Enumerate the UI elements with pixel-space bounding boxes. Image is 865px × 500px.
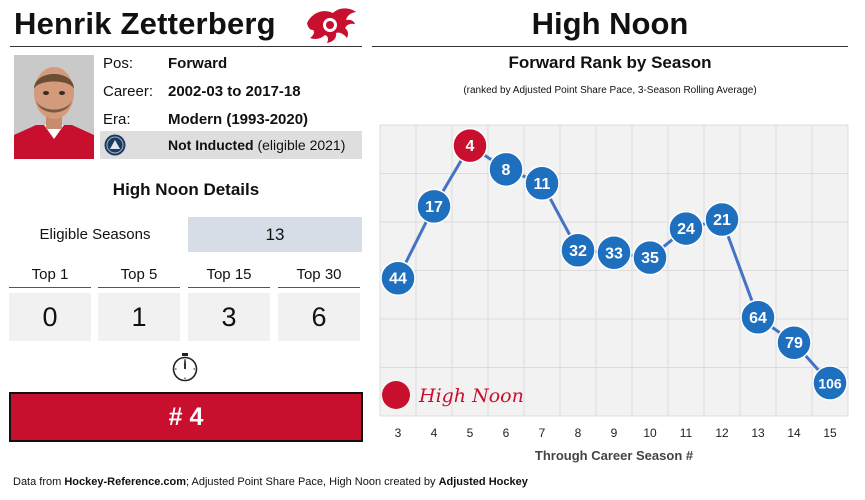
pos-value: Forward	[168, 55, 228, 72]
data-label: 4	[466, 138, 475, 155]
x-tick-label: 6	[503, 426, 510, 440]
details-title: High Noon Details	[112, 180, 260, 199]
data-label: 64	[749, 310, 767, 327]
pos-label: Pos:	[103, 55, 134, 72]
x-tick-label: 9	[611, 426, 618, 440]
title-divider	[372, 46, 848, 47]
hof-status-band	[100, 131, 362, 159]
x-tick-label: 13	[751, 426, 765, 440]
data-point	[704, 201, 740, 238]
top-30-rule	[278, 287, 360, 288]
data-label: 24	[677, 221, 695, 238]
high-noon-rank: # 4	[9, 392, 363, 442]
data-point	[668, 210, 704, 247]
data-label: 33	[605, 245, 623, 262]
footer-creator: Adjusted Hockey	[438, 476, 528, 488]
x-tick-label: 11	[680, 426, 693, 440]
era-label: Era:	[103, 111, 131, 128]
x-tick-label: 14	[787, 426, 801, 440]
hof-eligible-note: (eligible 2021)	[257, 137, 346, 153]
data-point	[380, 260, 416, 296]
data-point	[632, 239, 668, 276]
x-tick-label: 12	[715, 426, 729, 440]
hof-status: Not Inducted (eligible 2021)	[168, 137, 345, 153]
career-label: Career:	[103, 83, 154, 100]
data-label: 79	[785, 335, 803, 352]
top-1-label: Top 1	[31, 266, 69, 283]
top-5-label: Top 5	[120, 266, 158, 283]
data-label: 17	[425, 199, 443, 216]
data-point	[776, 324, 812, 361]
top-15-label: Top 15	[206, 266, 252, 283]
red-wings-logo	[307, 8, 356, 43]
data-point	[596, 235, 632, 271]
x-tick-label: 7	[539, 426, 546, 440]
top-15-rule	[188, 287, 270, 288]
high-noon-point	[452, 127, 488, 164]
data-point	[560, 232, 596, 269]
hall-of-fame-icon	[104, 134, 126, 156]
data-point	[488, 151, 524, 188]
data-label: 11	[534, 176, 551, 193]
name-divider	[10, 46, 362, 47]
top-1-value: 0	[9, 293, 91, 341]
data-label: 35	[641, 250, 659, 267]
top-1-rule	[9, 287, 91, 288]
data-label: 44	[389, 271, 407, 288]
x-tick-label: 10	[643, 426, 657, 440]
footer-source: Hockey-Reference.com	[64, 476, 187, 488]
footer-middle: ; Adjusted Point Share Pace, High Noon c…	[186, 476, 439, 488]
chart-title: Forward Rank by Season	[508, 53, 712, 72]
footer-prefix: Data from	[13, 476, 65, 488]
footer-credit: Data from Hockey-Reference.com; Adjusted…	[13, 476, 528, 488]
x-tick-label: 4	[431, 426, 438, 440]
data-label: 106	[818, 376, 842, 392]
eligible-seasons-value: 13	[188, 217, 362, 252]
x-tick-label: 8	[575, 426, 582, 440]
career-value: 2002-03 to 2017-18	[168, 83, 301, 100]
eligible-seasons-label: Eligible Seasons	[39, 226, 151, 243]
page-title: High Noon	[531, 6, 689, 41]
data-label: 32	[569, 243, 587, 260]
x-tick-label: 5	[467, 426, 474, 440]
top-30-value: 6	[278, 293, 360, 341]
data-point	[740, 299, 776, 336]
top-5-value: 1	[98, 293, 180, 341]
legend-marker	[382, 381, 410, 409]
data-label: 8	[502, 162, 511, 179]
data-label: 21	[713, 212, 731, 229]
chart-subtitle: (ranked by Adjusted Point Share Pace, 3-…	[463, 85, 757, 96]
hof-status-value: Not Inducted	[168, 137, 254, 153]
top-5-rule	[98, 287, 180, 288]
x-axis-label: Through Career Season #	[535, 448, 694, 463]
rank-chart: 44 17 4 8 11 32 33 35 24 21 64 79 106 3 4 5 6 7 8 9 10 11 12 13…	[379, 124, 849, 463]
clock-icon	[172, 353, 198, 382]
data-point	[812, 365, 848, 401]
player-name: Henrik Zetterberg	[14, 6, 276, 41]
top-15-value: 3	[188, 293, 270, 341]
x-tick-label: 3	[395, 426, 402, 440]
data-point	[524, 165, 560, 202]
top-30-label: Top 30	[296, 266, 342, 283]
era-value: Modern (1993-2020)	[168, 111, 309, 128]
x-tick-label: 15	[823, 426, 837, 440]
data-point	[416, 188, 452, 225]
player-photo	[14, 55, 94, 159]
legend-label: High Noon	[418, 385, 524, 407]
